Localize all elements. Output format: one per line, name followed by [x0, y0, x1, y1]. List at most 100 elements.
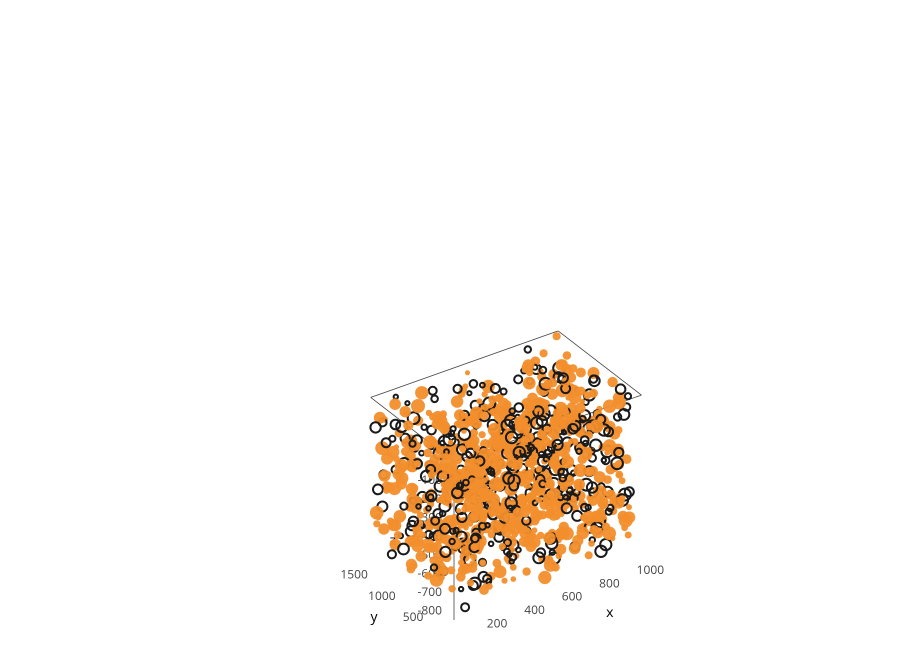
hollow-marker[interactable]	[405, 401, 409, 405]
filled-marker[interactable]	[506, 457, 517, 468]
filled-marker[interactable]	[531, 533, 537, 539]
filled-marker[interactable]	[442, 463, 453, 474]
filled-marker[interactable]	[396, 472, 409, 485]
hollow-marker[interactable]	[470, 380, 478, 388]
filled-marker[interactable]	[470, 466, 480, 476]
filled-marker[interactable]	[486, 583, 493, 590]
filled-marker[interactable]	[480, 516, 487, 523]
filled-marker[interactable]	[394, 444, 399, 449]
filled-marker[interactable]	[619, 477, 626, 484]
filled-marker[interactable]	[568, 438, 574, 444]
filled-marker[interactable]	[482, 404, 489, 411]
filled-marker[interactable]	[540, 349, 548, 357]
filled-marker[interactable]	[562, 456, 575, 469]
filled-marker[interactable]	[511, 576, 517, 582]
filled-marker[interactable]	[456, 572, 466, 582]
filled-marker[interactable]	[488, 509, 496, 517]
filled-marker[interactable]	[405, 460, 417, 472]
filled-marker[interactable]	[488, 395, 497, 404]
filled-marker[interactable]	[448, 440, 454, 446]
filled-marker[interactable]	[544, 559, 557, 572]
filled-marker[interactable]	[580, 514, 587, 521]
filled-marker[interactable]	[443, 453, 449, 459]
filled-marker[interactable]	[602, 527, 616, 541]
filled-marker[interactable]	[417, 511, 424, 518]
filled-marker[interactable]	[597, 508, 606, 517]
filled-marker[interactable]	[533, 453, 538, 458]
filled-marker[interactable]	[603, 475, 612, 484]
filled-marker[interactable]	[536, 496, 543, 503]
filled-marker[interactable]	[471, 505, 482, 516]
filled-marker[interactable]	[479, 559, 486, 566]
filled-marker[interactable]	[463, 525, 469, 531]
filled-marker[interactable]	[451, 395, 463, 407]
filled-marker[interactable]	[389, 398, 401, 410]
filled-marker[interactable]	[510, 564, 517, 571]
hollow-marker[interactable]	[394, 395, 398, 399]
filled-marker[interactable]	[617, 473, 622, 478]
hollow-marker[interactable]	[419, 451, 424, 456]
hollow-marker[interactable]	[422, 425, 427, 430]
filled-marker[interactable]	[522, 567, 530, 575]
hollow-marker[interactable]	[514, 375, 522, 383]
filled-marker[interactable]	[493, 559, 502, 568]
filled-marker[interactable]	[439, 424, 449, 434]
filled-marker[interactable]	[577, 527, 590, 540]
filled-marker[interactable]	[536, 466, 542, 472]
filled-marker[interactable]	[454, 409, 465, 420]
filled-marker[interactable]	[598, 499, 609, 510]
filled-marker[interactable]	[589, 466, 598, 475]
filled-marker[interactable]	[545, 481, 553, 489]
scatter-points[interactable]	[370, 332, 635, 611]
filled-marker[interactable]	[615, 426, 623, 434]
hollow-marker[interactable]	[467, 391, 471, 395]
filled-marker[interactable]	[563, 351, 572, 360]
hollow-marker[interactable]	[489, 542, 494, 547]
filled-marker[interactable]	[543, 380, 552, 389]
filled-marker[interactable]	[373, 520, 380, 527]
filled-marker[interactable]	[543, 532, 555, 544]
filled-marker[interactable]	[566, 415, 575, 424]
filled-marker[interactable]	[456, 508, 461, 513]
filled-marker[interactable]	[426, 410, 432, 416]
hollow-marker[interactable]	[388, 550, 396, 558]
filled-marker[interactable]	[428, 471, 436, 479]
filled-marker[interactable]	[379, 470, 391, 482]
filled-marker[interactable]	[607, 377, 617, 387]
filled-marker[interactable]	[432, 561, 446, 575]
filled-marker[interactable]	[548, 509, 555, 516]
filled-marker[interactable]	[465, 370, 470, 375]
filled-marker[interactable]	[428, 544, 437, 553]
filled-marker[interactable]	[576, 368, 586, 378]
filled-marker[interactable]	[411, 399, 425, 413]
scatter3d-plot[interactable]: 0-100-200-300-400-500-600-700-800z500100…	[0, 0, 901, 660]
filled-marker[interactable]	[383, 487, 390, 494]
filled-marker[interactable]	[488, 423, 502, 437]
hollow-marker[interactable]	[625, 393, 631, 399]
filled-marker[interactable]	[416, 551, 427, 562]
hollow-marker[interactable]	[373, 485, 383, 495]
hollow-marker[interactable]	[431, 396, 438, 403]
filled-marker[interactable]	[565, 395, 570, 400]
filled-marker[interactable]	[537, 532, 545, 540]
filled-marker[interactable]	[487, 436, 500, 449]
hollow-marker[interactable]	[370, 422, 380, 432]
filled-marker[interactable]	[375, 514, 382, 521]
filled-marker[interactable]	[625, 532, 632, 539]
filled-marker[interactable]	[469, 458, 477, 466]
hollow-marker[interactable]	[504, 549, 510, 555]
filled-marker[interactable]	[393, 456, 400, 463]
filled-marker[interactable]	[511, 531, 518, 538]
filled-marker[interactable]	[538, 571, 551, 584]
filled-marker[interactable]	[518, 458, 524, 464]
filled-marker[interactable]	[521, 471, 534, 484]
hollow-marker[interactable]	[461, 603, 469, 611]
filled-marker[interactable]	[586, 423, 593, 430]
filled-marker[interactable]	[560, 484, 568, 492]
filled-marker[interactable]	[618, 511, 629, 522]
filled-marker[interactable]	[501, 578, 507, 584]
hollow-marker[interactable]	[525, 346, 531, 352]
filled-marker[interactable]	[479, 431, 486, 438]
filled-marker[interactable]	[473, 444, 480, 451]
filled-marker[interactable]	[420, 532, 426, 538]
